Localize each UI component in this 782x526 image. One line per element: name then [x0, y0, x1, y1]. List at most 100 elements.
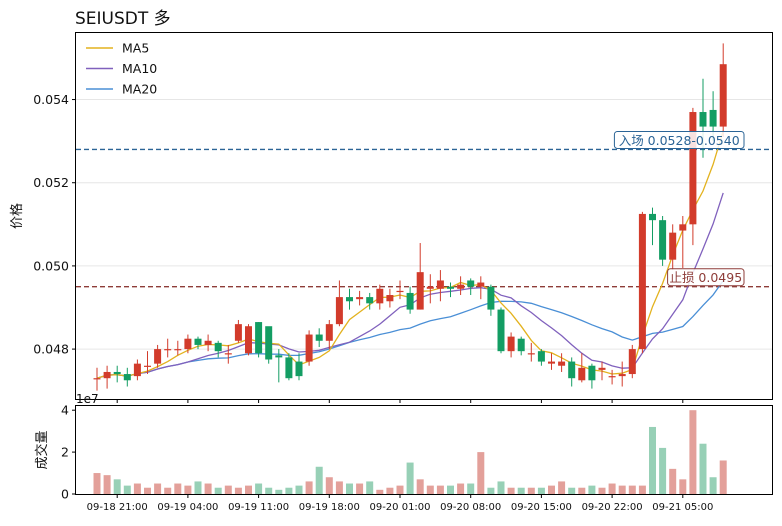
price-grid [76, 99, 772, 350]
volume-bar [689, 410, 697, 494]
volume-bar [204, 483, 212, 494]
price-panel [75, 32, 773, 400]
candle [154, 344, 162, 368]
legend-label: MA20 [122, 82, 157, 97]
volume-bar [103, 475, 111, 494]
reference-lines [76, 148, 772, 288]
chart-title: SEIUSDT 多 [75, 9, 171, 29]
candle [376, 284, 384, 310]
candle [669, 224, 677, 271]
legend: MA5 MA10 MA20 [86, 41, 157, 97]
volume-bar [588, 485, 596, 494]
candle [638, 211, 646, 354]
volume-bar [497, 481, 505, 494]
price-axis-ticks: 0.048 0.050 0.052 0.054 [33, 92, 76, 357]
candle-body [335, 297, 343, 325]
candle [346, 288, 353, 310]
x-tick-label: 09-20 22:00 [582, 502, 643, 513]
candle [285, 353, 293, 381]
candle [598, 361, 606, 381]
candle-body [325, 324, 333, 341]
x-axis-ticks: 09-18 21:00 09-19 04:00 09-19 11:00 09-19 1… [87, 494, 713, 513]
candle-body [376, 288, 384, 304]
candle-body [234, 324, 242, 341]
volume-bar [638, 485, 646, 494]
candle-body [527, 353, 535, 355]
candle [416, 243, 424, 310]
candle [103, 365, 111, 389]
volume-bar [527, 487, 535, 494]
candle [436, 270, 444, 302]
stop-loss-label-text: 止损 0.0495 [669, 270, 742, 285]
volume-bar [709, 477, 717, 494]
candle [275, 349, 283, 383]
candle [537, 349, 545, 366]
candle-body [214, 342, 222, 352]
candle [315, 328, 323, 348]
candle [467, 278, 475, 296]
candle-body [608, 376, 616, 378]
price-x-ticks [116, 399, 684, 403]
volume-bar [406, 462, 414, 494]
candle [578, 353, 586, 383]
volume-bar [295, 485, 303, 494]
volume-panel [75, 405, 773, 495]
volume-bar [578, 487, 586, 494]
candle-body [194, 338, 202, 345]
volume-bar [366, 481, 374, 494]
candle-body [649, 213, 656, 221]
candle-body [396, 290, 404, 293]
volume-bar [346, 483, 353, 494]
volume-tick-label: 0 [61, 487, 69, 502]
volume-scale-label: 1e7 [76, 392, 99, 406]
candle-body [305, 334, 313, 362]
volume-bar [265, 487, 273, 494]
legend-label: MA5 [122, 41, 149, 56]
candle [93, 367, 101, 391]
candle [366, 292, 374, 310]
x-tick-label: 09-20 01:00 [369, 502, 430, 513]
x-tick-label: 09-21 05:00 [652, 502, 713, 513]
candle [447, 282, 454, 298]
reference-labels: 入场 0.0528-0.0540 止损 0.0495 [613, 130, 745, 287]
candle [618, 361, 626, 387]
candle [548, 353, 555, 370]
candle [396, 280, 404, 300]
candle-body [497, 309, 505, 352]
price-tick-label: 0.054 [33, 92, 69, 107]
volume-axis-ticks: 0 2 4 [61, 403, 76, 502]
volume-bar [679, 479, 687, 494]
candle-body [699, 112, 707, 127]
candle-body [265, 326, 273, 360]
volume-bar [568, 487, 576, 494]
volume-bar [194, 481, 202, 494]
price-tick-label: 0.048 [33, 342, 69, 357]
candle [487, 284, 495, 316]
entry-label-box [613, 130, 745, 149]
volume-bars [93, 410, 727, 494]
candle [659, 216, 667, 266]
candle [426, 274, 434, 304]
candle-body [113, 371, 121, 375]
candle-body [275, 355, 283, 358]
candle [608, 369, 616, 385]
candle-body [659, 220, 667, 260]
candle [356, 290, 364, 306]
candle-body [578, 367, 586, 381]
volume-bar [164, 487, 172, 494]
candle-body [123, 374, 131, 381]
candle [305, 330, 313, 366]
candle-body [224, 353, 232, 355]
volume-bar [275, 489, 283, 494]
volume-bar [598, 487, 606, 494]
volume-bar [649, 426, 656, 494]
candle-body [154, 349, 162, 364]
volume-bar [457, 483, 465, 494]
candle-body [558, 361, 566, 366]
volume-bar [467, 483, 475, 494]
volume-bar [285, 487, 293, 494]
candle [214, 340, 222, 358]
candle-body [184, 338, 192, 350]
stop-loss-label: 止损 0.0495 [667, 268, 745, 287]
